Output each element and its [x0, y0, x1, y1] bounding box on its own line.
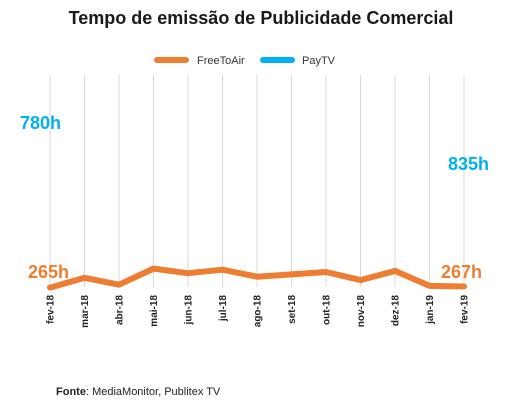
data-label-freetoair-start: 265h [28, 262, 69, 282]
chart-title: Tempo de emissão de Publicidade Comercia… [68, 8, 454, 28]
legend: FreeToAir PayTV [154, 55, 336, 67]
source-label: Fonte [56, 386, 86, 398]
x-tick-label: fev-18 [46, 295, 57, 324]
x-tick-label: abr-18 [115, 295, 126, 325]
source-note: Fonte: MediaMonitor, Publitex TV [56, 386, 220, 398]
x-tick-label: fev-19 [460, 295, 471, 324]
x-tick-label: out-18 [322, 295, 333, 325]
x-tick-label: jan-19 [425, 295, 436, 325]
data-label-paytv-start: 780h [20, 113, 61, 133]
legend-label: FreeToAir [197, 55, 245, 67]
x-tick-label: set-18 [287, 295, 298, 324]
data-label-freetoair-end: 267h [441, 262, 482, 282]
data-label-paytv-end: 835h [448, 154, 489, 174]
series-line-freetoair [47, 265, 467, 291]
data-labels: 780h 835h 265h 267h [20, 113, 489, 282]
source-text: : MediaMonitor, Publitex TV [85, 386, 221, 398]
x-tick-label: jul-18 [218, 295, 229, 323]
x-axis: fev-18 mar-18 abr-18 mai-18 jun-18 jul-18 ago-… [46, 295, 471, 328]
x-tick-label: mar-18 [80, 295, 91, 328]
x-tick-label: ago-18 [253, 295, 264, 328]
x-tick-label: jun-18 [184, 295, 195, 326]
legend-label: PayTV [302, 55, 336, 67]
series-lines [47, 265, 467, 291]
x-tick-label: nov-18 [356, 295, 367, 328]
x-tick-label: mai-18 [149, 295, 160, 327]
gridlines [49, 75, 465, 287]
x-tick-label: dez-18 [391, 295, 402, 327]
